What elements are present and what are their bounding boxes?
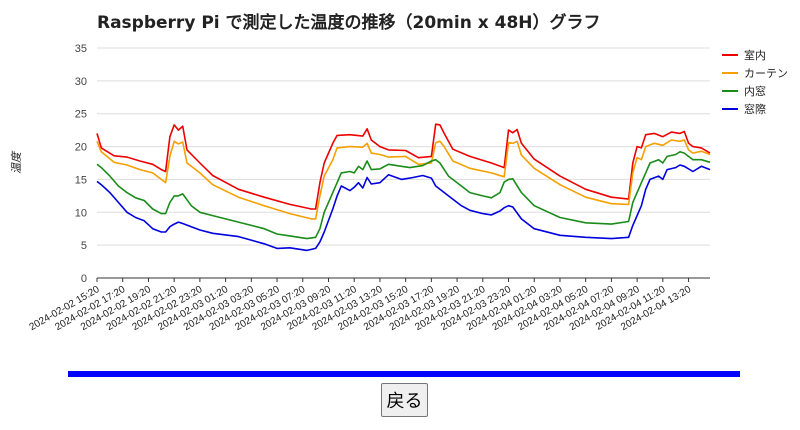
y-tick-label: 20	[75, 142, 87, 154]
legend-label: 室内	[744, 48, 766, 62]
y-tick-label: 10	[75, 207, 87, 219]
legend-label: カーテン	[744, 67, 788, 80]
y-tick-label: 25	[75, 109, 87, 121]
legend-label: 内窓	[744, 84, 766, 98]
grid-lines	[97, 47, 710, 279]
chart-title: Raspberry Pi で測定した温度の推移（20min x 48H）グラフ	[97, 12, 601, 33]
divider-bar	[68, 371, 740, 377]
back-button[interactable]: 戻る	[381, 383, 428, 417]
series-line-3	[96, 151, 711, 240]
y-tick-label: 15	[75, 174, 87, 186]
y-tick-label: 35	[75, 43, 87, 55]
series-lines	[96, 123, 711, 252]
y-tick-label: 5	[81, 240, 87, 252]
series-line-2	[96, 139, 711, 220]
y-tick-label: 30	[75, 76, 87, 88]
series-line-4	[96, 164, 711, 252]
y-axis-ticks: 0 5 10 15 20 25 30 35	[75, 43, 87, 285]
temperature-chart: Raspberry Pi で測定した温度の推移（20min x 48H）グラフ …	[10, 12, 788, 333]
series-line-1	[96, 123, 711, 210]
y-axis-label: 温度	[10, 150, 23, 174]
y-tick-label: 0	[81, 273, 87, 285]
legend-label: 窓際	[744, 102, 766, 116]
